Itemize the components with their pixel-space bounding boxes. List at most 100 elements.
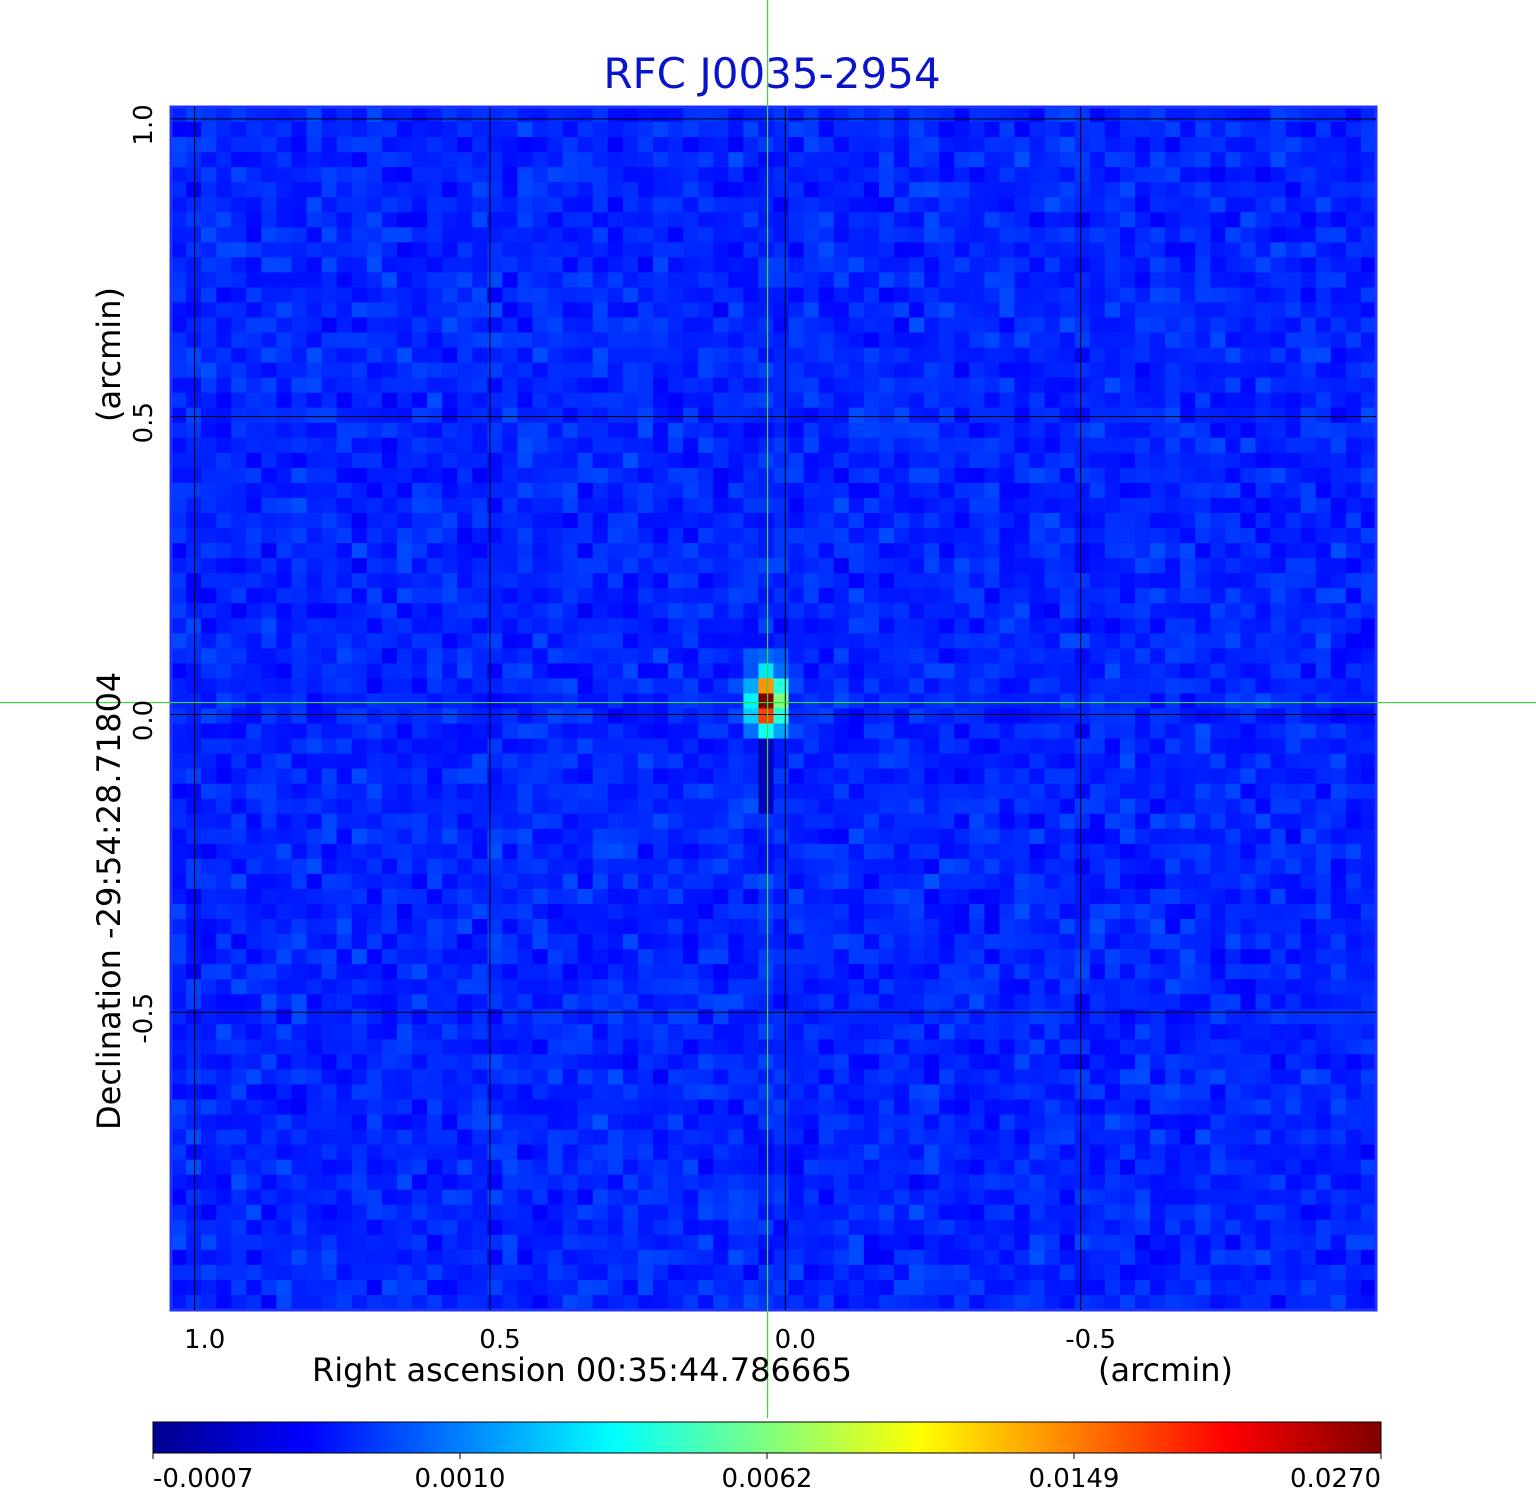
map-cell xyxy=(1360,422,1377,439)
map-cell xyxy=(698,452,714,469)
map-cell xyxy=(894,783,910,800)
map-cell xyxy=(276,407,293,424)
map-cell xyxy=(1240,873,1257,890)
map-cell xyxy=(1225,964,1242,980)
map-cell xyxy=(909,287,925,304)
map-cell xyxy=(1360,317,1377,334)
map-cell xyxy=(381,633,398,649)
map-cell xyxy=(833,182,850,198)
map-cell xyxy=(818,392,835,409)
map-cell xyxy=(291,242,308,258)
map-cell xyxy=(607,212,624,228)
map-cell xyxy=(1074,287,1091,304)
map-cell xyxy=(1165,979,1181,995)
map-cell xyxy=(517,1039,534,1055)
map-cell xyxy=(607,903,624,920)
map-cell xyxy=(1104,137,1121,153)
map-cell xyxy=(1059,152,1076,168)
map-cell xyxy=(743,843,760,860)
map-cell xyxy=(1330,843,1347,860)
map-cell xyxy=(1255,648,1272,664)
map-cell xyxy=(803,347,820,364)
map-cell xyxy=(1195,392,1211,409)
map-cell xyxy=(547,482,564,499)
map-cell xyxy=(1165,287,1181,304)
map-cell xyxy=(999,708,1016,725)
map-cell xyxy=(698,227,714,243)
map-cell xyxy=(818,678,835,695)
map-cell xyxy=(412,994,428,1010)
map-cell xyxy=(1029,182,1046,198)
map-cell xyxy=(427,588,443,604)
map-cell xyxy=(999,588,1016,604)
map-cell xyxy=(803,543,820,559)
map-cell xyxy=(1059,362,1076,379)
map-cell xyxy=(1195,257,1211,274)
map-cell xyxy=(1270,227,1287,243)
map-cell xyxy=(1104,528,1121,544)
map-cell xyxy=(1119,197,1136,213)
map-cell xyxy=(427,678,443,695)
map-cell xyxy=(1345,678,1362,695)
map-cell xyxy=(1270,648,1287,664)
map-cell xyxy=(653,347,669,364)
map-cell xyxy=(216,1009,232,1025)
map-cell xyxy=(457,422,473,439)
map-cell xyxy=(427,558,443,574)
map-cell xyxy=(713,287,729,304)
map-cell xyxy=(894,588,910,604)
map-cell xyxy=(487,708,503,725)
map-cell xyxy=(788,197,805,213)
map-cell xyxy=(668,482,684,499)
map-cell xyxy=(442,1039,458,1055)
map-cell xyxy=(592,949,609,965)
map-cell xyxy=(698,738,714,755)
map-cell xyxy=(668,994,684,1010)
map-cell xyxy=(261,934,278,950)
map-cell xyxy=(1345,979,1362,995)
map-cell xyxy=(412,708,428,725)
map-cell xyxy=(1345,482,1362,499)
map-cell xyxy=(683,633,699,649)
map-cell xyxy=(562,753,579,770)
map-cell xyxy=(1029,678,1046,695)
map-cell xyxy=(396,167,413,183)
map-cell xyxy=(442,287,458,304)
map-cell xyxy=(321,407,338,424)
map-cell xyxy=(1240,588,1257,604)
map-cell xyxy=(502,753,519,770)
map-cell xyxy=(668,678,684,695)
map-cell xyxy=(1285,332,1302,349)
map-cell xyxy=(231,798,247,815)
map-cell xyxy=(547,588,564,604)
map-cell xyxy=(1180,903,1196,920)
map-cell xyxy=(848,302,865,319)
map-cell xyxy=(321,452,338,469)
map-cell xyxy=(577,813,594,830)
map-cell xyxy=(818,152,835,168)
map-cell xyxy=(909,663,925,680)
map-cell xyxy=(833,768,850,785)
map-cell xyxy=(698,122,714,138)
map-cell xyxy=(412,227,428,243)
map-cell xyxy=(939,332,955,349)
map-cell xyxy=(1225,843,1242,860)
map-cell xyxy=(1135,482,1151,499)
map-cell xyxy=(532,858,549,875)
map-cell xyxy=(171,813,187,830)
map-cell xyxy=(291,167,308,183)
map-cell xyxy=(1330,828,1347,845)
map-cell xyxy=(637,708,654,725)
map-cell xyxy=(562,287,579,304)
map-cell xyxy=(803,919,820,935)
map-cell xyxy=(924,603,940,619)
map-cell xyxy=(758,708,775,725)
map-cell xyxy=(442,497,458,514)
map-cell xyxy=(1180,257,1196,274)
map-cell xyxy=(1119,497,1136,514)
map-cell xyxy=(562,618,579,634)
map-cell xyxy=(999,573,1016,589)
map-cell xyxy=(457,467,473,484)
map-cell xyxy=(351,888,368,905)
map-cell xyxy=(637,678,654,695)
